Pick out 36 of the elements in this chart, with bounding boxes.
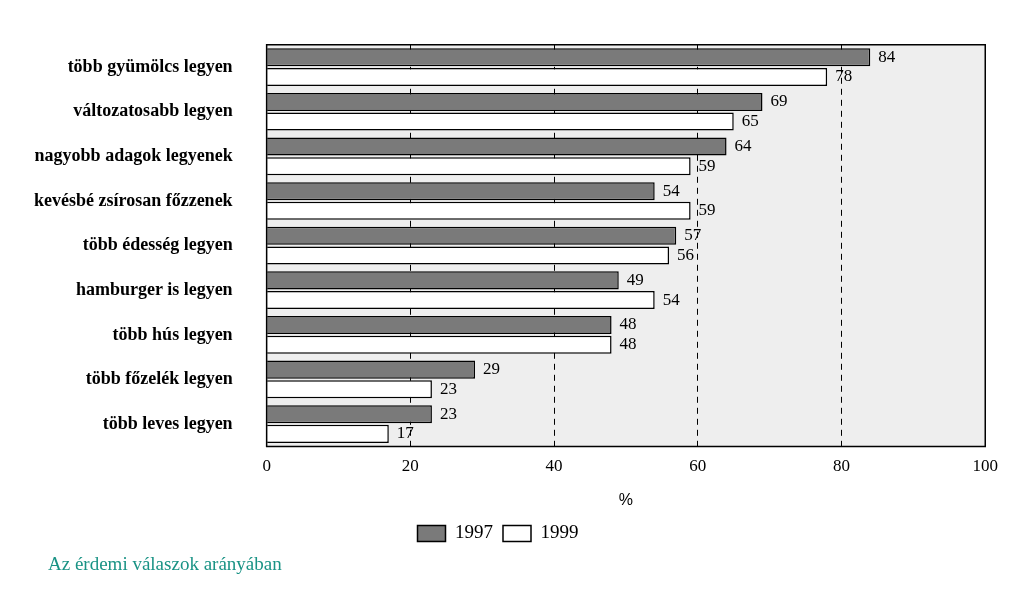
y-tick-label: változatosabb legyen [73,100,233,121]
x-tick-label: 20 [401,456,419,476]
data-label: 57 [684,225,702,245]
y-tick-label: kevésbé zsírosan főzzenek [33,189,233,210]
data-label: 59 [698,200,716,220]
x-tick-label: 0 [262,456,271,476]
data-label: 69 [770,91,788,111]
data-label: 48 [619,334,637,354]
y-tick-label: nagyobb adagok legyenek [34,145,233,166]
x-tick-label: 60 [689,456,707,476]
y-tick-label: több hús legyen [112,323,233,344]
data-label: 59 [698,155,716,175]
x-tick-label: 80 [833,456,851,476]
data-label: 78 [835,66,853,86]
data-label: 48 [619,314,637,334]
y-tick-label: több gyümölcs legyen [67,55,233,76]
data-label: 29 [483,359,501,379]
data-label: 56 [677,244,695,264]
x-tick-label: 40 [545,456,563,476]
data-label: 54 [662,180,681,200]
y-tick-label: több édesség legyen [82,234,233,255]
x-tick-label: 100 [972,456,998,476]
text: Az érdemi válaszok arányában [48,553,283,575]
y-tick-label: több főzelék legyen [85,368,233,389]
data-label: 23 [439,403,457,423]
data-label: 23 [439,378,457,398]
legend-label: 1997 [455,521,493,543]
legend-label: 1999 [540,521,579,543]
data-label: 65 [741,111,759,131]
data-label: 54 [662,289,681,309]
data-label: 64 [734,136,753,156]
y-tick-label: hamburger is legyen [75,278,233,299]
y-tick-label: több leves legyen [102,412,233,433]
data-label: 49 [626,269,644,289]
data-label: 84 [878,46,896,66]
x-axis-title: % [618,490,634,508]
